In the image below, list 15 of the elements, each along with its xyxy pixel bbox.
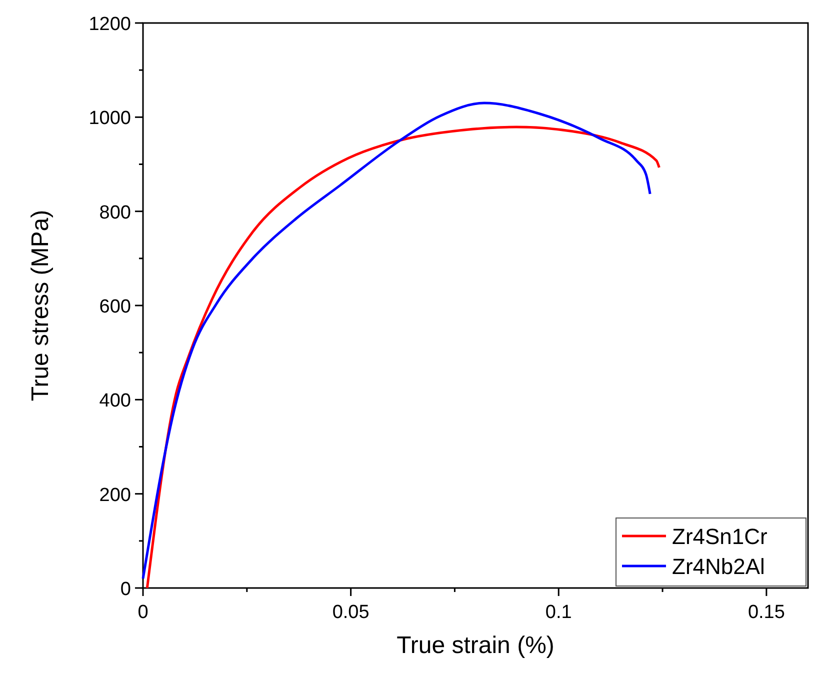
y-tick-label: 800: [99, 202, 131, 224]
legend-label: Zr4Sn1Cr: [672, 524, 768, 549]
x-tick-label: 0.05: [332, 602, 370, 623]
y-tick-label: 200: [99, 484, 131, 506]
y-tick-label: 400: [99, 390, 131, 412]
y-tick-label: 600: [99, 296, 131, 318]
y-tick-label: 0: [120, 579, 131, 600]
y-tick-label: 1200: [88, 14, 131, 35]
x-axis-title: True strain (%): [396, 632, 554, 659]
legend-label: Zr4Nb2Al: [672, 554, 765, 579]
x-tick-label: 0.1: [545, 602, 572, 623]
x-tick-label: 0.15: [748, 602, 785, 623]
y-axis-title: True stress (MPa): [27, 210, 54, 402]
x-tick-label: 0: [138, 602, 148, 623]
y-tick-label: 1000: [88, 108, 131, 130]
